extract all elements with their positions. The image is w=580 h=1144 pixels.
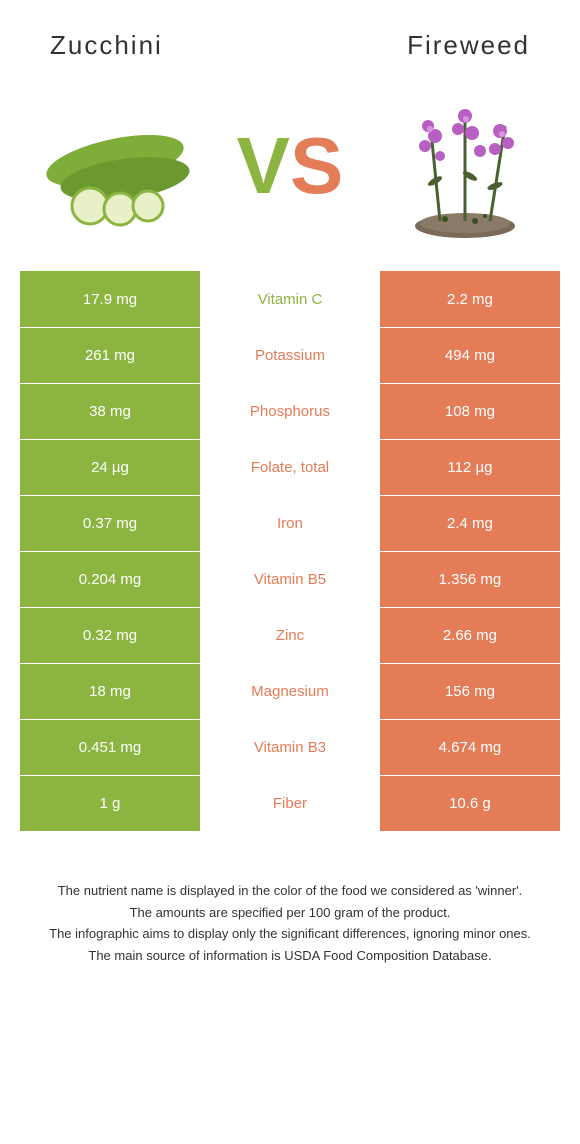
footer-line-3: The infographic aims to display only the… xyxy=(30,924,550,944)
nutrient-row: 18 mgMagnesium156 mg xyxy=(20,663,560,719)
infographic-container: Zucchini Fireweed VS xyxy=(0,0,580,997)
nutrient-row: 0.37 mgIron2.4 mg xyxy=(20,495,560,551)
right-value: 2.4 mg xyxy=(380,496,560,551)
nutrient-name: Phosphorus xyxy=(200,384,380,439)
right-value: 4.674 mg xyxy=(380,720,560,775)
right-value: 2.66 mg xyxy=(380,608,560,663)
footer-line-4: The main source of information is USDA F… xyxy=(30,946,550,966)
right-value: 1.356 mg xyxy=(380,552,560,607)
right-value: 10.6 g xyxy=(380,776,560,831)
nutrient-name: Vitamin B3 xyxy=(200,720,380,775)
nutrient-row: 0.204 mgVitamin B51.356 mg xyxy=(20,551,560,607)
nutrient-name: Iron xyxy=(200,496,380,551)
images-row: VS xyxy=(0,71,580,271)
right-food-title: Fireweed xyxy=(407,30,530,61)
nutrient-name: Potassium xyxy=(200,328,380,383)
nutrient-row: 0.451 mgVitamin B34.674 mg xyxy=(20,719,560,775)
fireweed-image xyxy=(380,91,550,241)
comparison-table: 17.9 mgVitamin C2.2 mg261 mgPotassium494… xyxy=(0,271,580,831)
right-value: 108 mg xyxy=(380,384,560,439)
left-value: 38 mg xyxy=(20,384,200,439)
right-value: 494 mg xyxy=(380,328,560,383)
left-value: 18 mg xyxy=(20,664,200,719)
left-value: 0.37 mg xyxy=(20,496,200,551)
left-value: 0.32 mg xyxy=(20,608,200,663)
left-value: 17.9 mg xyxy=(20,271,200,327)
left-value: 24 µg xyxy=(20,440,200,495)
nutrient-name: Vitamin B5 xyxy=(200,552,380,607)
left-value: 0.204 mg xyxy=(20,552,200,607)
nutrient-name: Vitamin C xyxy=(200,271,380,327)
nutrient-row: 1 gFiber10.6 g xyxy=(20,775,560,831)
footer-notes: The nutrient name is displayed in the co… xyxy=(0,831,580,997)
vs-s-letter: S xyxy=(290,120,343,212)
left-value: 1 g xyxy=(20,776,200,831)
nutrient-name: Fiber xyxy=(200,776,380,831)
footer-line-2: The amounts are specified per 100 gram o… xyxy=(30,903,550,923)
nutrient-name: Folate, total xyxy=(200,440,380,495)
vs-v-letter: V xyxy=(237,120,290,212)
footer-line-1: The nutrient name is displayed in the co… xyxy=(30,881,550,901)
nutrient-name: Magnesium xyxy=(200,664,380,719)
left-food-title: Zucchini xyxy=(50,30,163,61)
right-value: 2.2 mg xyxy=(380,271,560,327)
nutrient-row: 0.32 mgZinc2.66 mg xyxy=(20,607,560,663)
zucchini-image xyxy=(30,91,200,241)
vs-label: VS xyxy=(237,120,344,212)
nutrient-row: 17.9 mgVitamin C2.2 mg xyxy=(20,271,560,327)
nutrient-row: 24 µgFolate, total112 µg xyxy=(20,439,560,495)
right-value: 156 mg xyxy=(380,664,560,719)
header-row: Zucchini Fireweed xyxy=(0,0,580,71)
right-value: 112 µg xyxy=(380,440,560,495)
nutrient-row: 261 mgPotassium494 mg xyxy=(20,327,560,383)
nutrient-row: 38 mgPhosphorus108 mg xyxy=(20,383,560,439)
nutrient-name: Zinc xyxy=(200,608,380,663)
left-value: 0.451 mg xyxy=(20,720,200,775)
left-value: 261 mg xyxy=(20,328,200,383)
